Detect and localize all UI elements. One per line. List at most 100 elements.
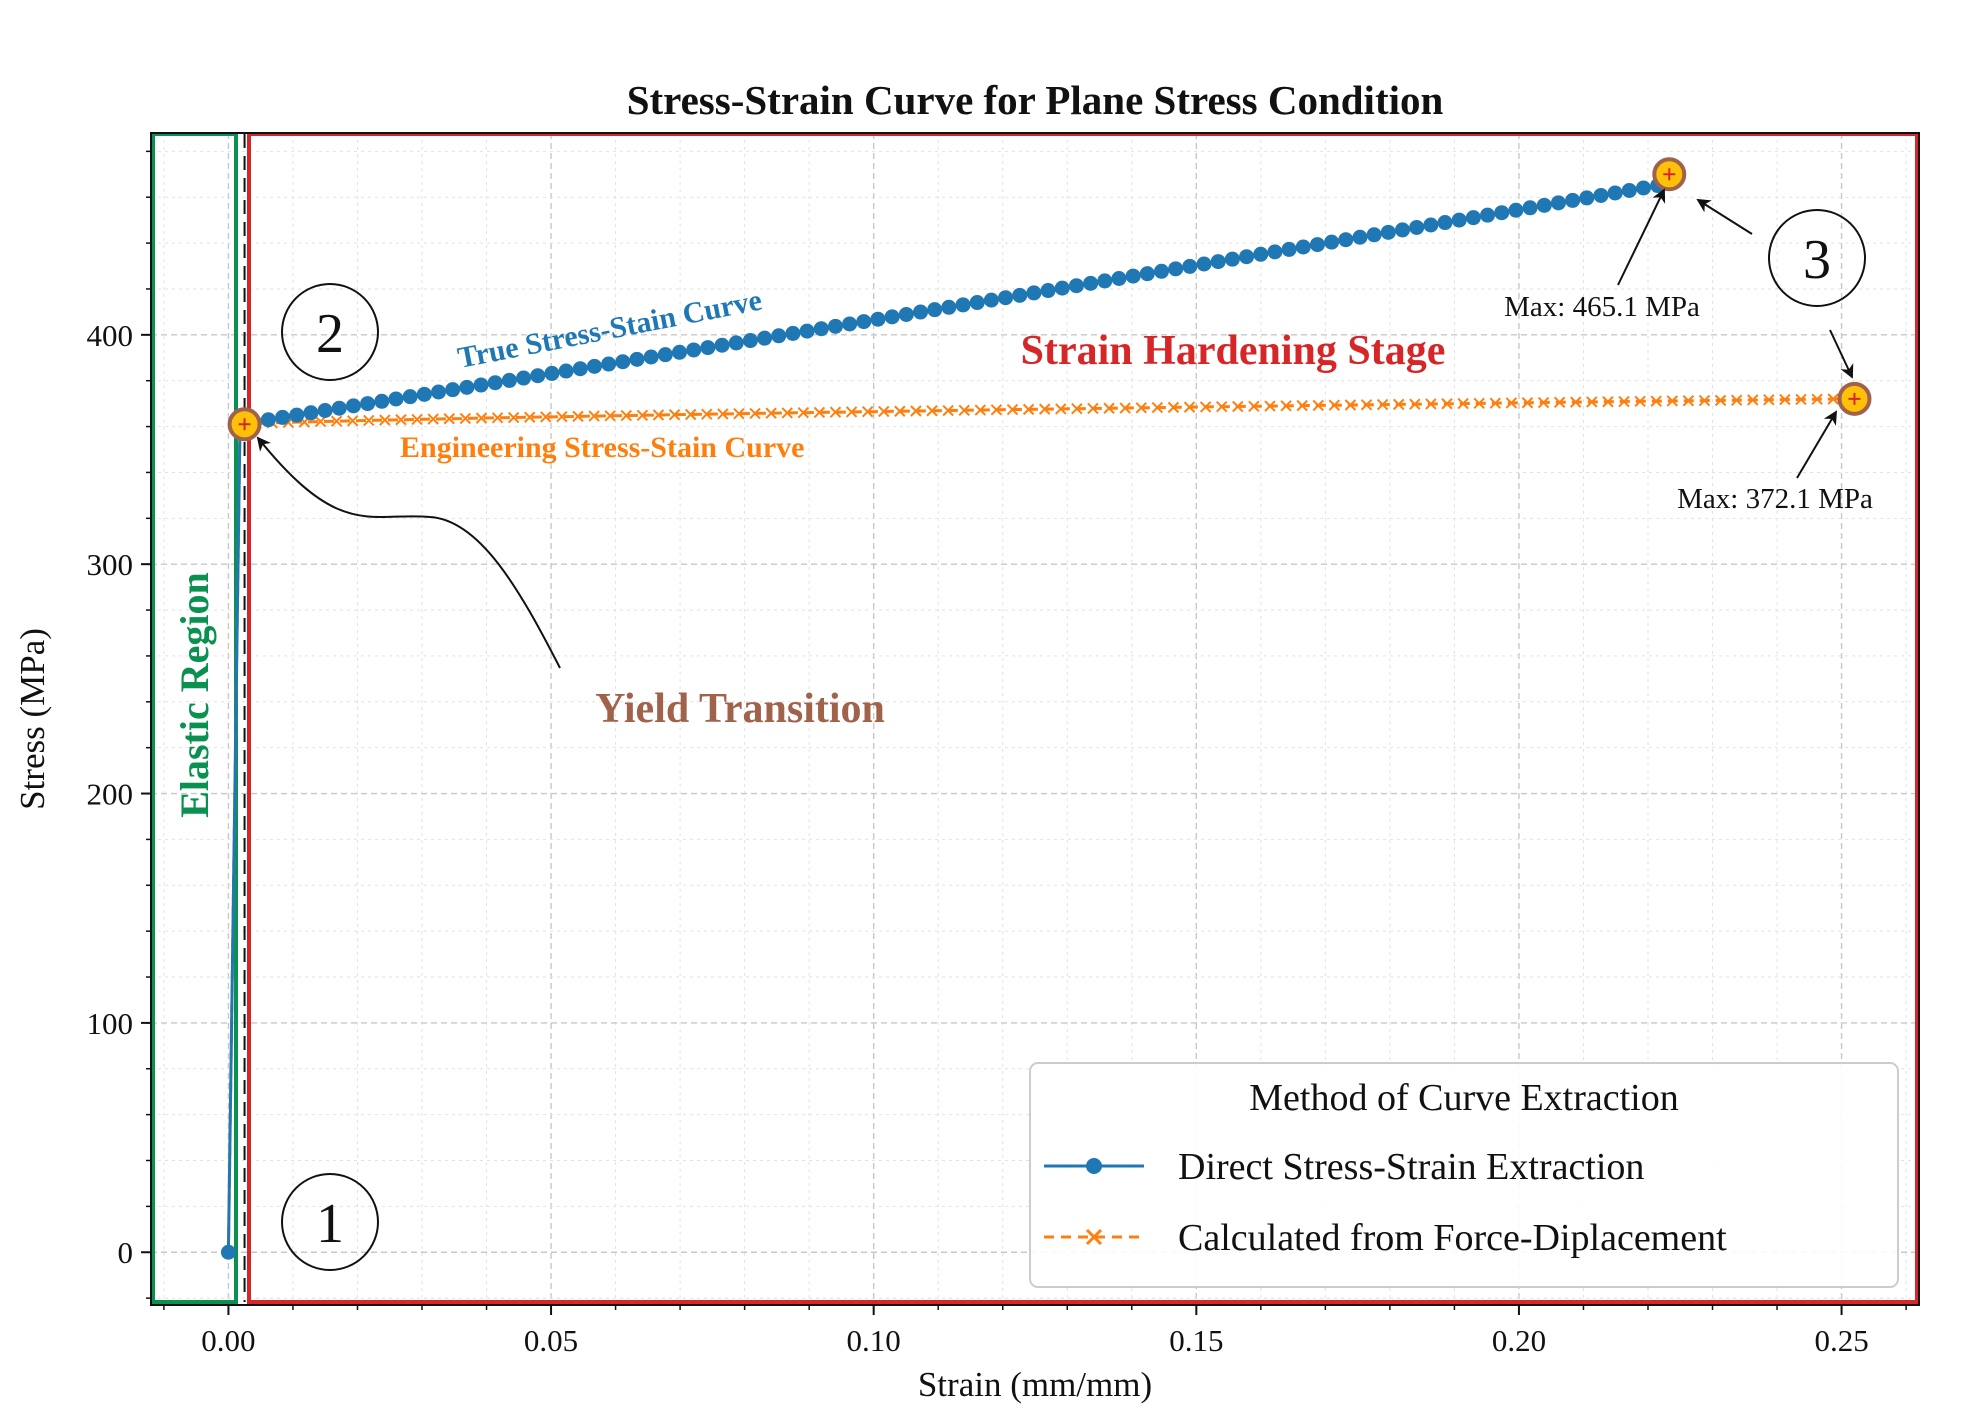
data-point — [1038, 403, 1051, 415]
data-point — [1380, 224, 1396, 240]
data-point — [491, 412, 504, 424]
key-point-cross — [1848, 392, 1861, 405]
data-point — [1714, 394, 1727, 407]
data-point — [1393, 398, 1405, 411]
data-point — [1827, 393, 1839, 405]
data-point — [733, 407, 745, 420]
data-point — [1425, 398, 1437, 410]
series-true — [220, 178, 1666, 1260]
data-point — [870, 311, 886, 327]
data-point — [797, 406, 809, 419]
data-point — [942, 404, 954, 417]
data-point — [459, 412, 472, 425]
data-point — [1779, 393, 1791, 406]
data-point — [1811, 393, 1823, 405]
data-point — [1125, 268, 1141, 284]
data-point — [742, 333, 758, 349]
x-tick-label: 0.20 — [1492, 1323, 1546, 1358]
data-point — [913, 304, 929, 320]
data-point — [771, 328, 787, 344]
data-point — [1026, 285, 1042, 301]
data-point — [749, 407, 761, 420]
data-point — [974, 404, 987, 416]
data-point — [1328, 399, 1341, 411]
x-tick-label: 0.10 — [847, 1323, 901, 1358]
y-axis-ticks: 0 100 200 300 400 — [87, 150, 151, 1299]
data-point — [799, 323, 815, 339]
data-point — [427, 413, 439, 425]
data-point — [1135, 402, 1147, 414]
y-tick-label: 100 — [87, 1006, 134, 1041]
data-point — [765, 407, 777, 419]
data-point — [1119, 402, 1131, 414]
data-point — [1215, 401, 1228, 413]
data-point — [1280, 400, 1292, 412]
key-points — [227, 157, 1872, 442]
data-point — [1182, 258, 1198, 274]
data-point — [969, 295, 985, 311]
data-point — [303, 405, 319, 421]
data-point — [1376, 398, 1389, 411]
data-point — [1083, 275, 1099, 291]
data-point — [516, 370, 532, 386]
data-point — [983, 292, 999, 308]
data-point — [395, 414, 407, 426]
data-point — [1071, 402, 1083, 415]
data-point — [636, 409, 649, 421]
data-point — [657, 347, 673, 363]
data-point — [1054, 280, 1070, 296]
data-point — [1352, 229, 1368, 245]
data-point — [1199, 401, 1212, 413]
data-point — [1267, 244, 1283, 260]
circle-number-2: 2 — [281, 283, 379, 381]
data-point — [1183, 401, 1196, 413]
data-point — [530, 368, 546, 384]
data-point — [1055, 403, 1067, 415]
data-point — [827, 318, 843, 334]
data-point — [379, 414, 391, 426]
yield-arrow — [256, 436, 561, 669]
x-axis-ticks: 0.00 0.05 0.10 0.15 0.20 0.25 — [163, 1305, 1907, 1358]
data-point — [1324, 234, 1340, 250]
svg-text:Direct Stress-Strain Extractio: Direct Stress-Strain Extraction — [1178, 1146, 1644, 1188]
max-eng-label: Max: 372.1 MPa — [1677, 483, 1873, 515]
data-point — [1553, 396, 1566, 409]
elastic-region-label: Elastic Region — [172, 572, 217, 818]
data-point — [1087, 402, 1099, 415]
data-point — [1068, 278, 1084, 294]
data-point — [507, 411, 520, 424]
data-point — [1022, 403, 1035, 416]
data-point — [1465, 210, 1481, 226]
x-tick-label: 0.05 — [524, 1323, 578, 1358]
circle3-arrow-true — [1696, 198, 1753, 235]
data-point — [1698, 394, 1711, 407]
data-point — [785, 325, 801, 341]
data-point — [856, 314, 872, 330]
data-point — [260, 412, 276, 428]
data-point — [894, 405, 906, 417]
data-point — [842, 316, 858, 332]
data-point — [1248, 400, 1260, 412]
data-point — [601, 356, 617, 372]
data-point — [1295, 239, 1311, 255]
data-point — [1111, 271, 1127, 287]
data-point — [1012, 287, 1028, 303]
y-tick-label: 0 — [118, 1235, 134, 1270]
data-point — [586, 358, 602, 374]
data-point — [1103, 402, 1115, 414]
series-line — [226, 397, 1850, 1253]
data-point — [1309, 237, 1325, 253]
x-tick-label: 0.15 — [1169, 1323, 1223, 1358]
chart-title: Stress-Strain Curve for Plane Stress Con… — [627, 77, 1444, 123]
data-point — [1473, 397, 1485, 410]
legend-entry-direct: Direct Stress-Strain Extraction — [1044, 1146, 1644, 1188]
data-point — [1480, 207, 1496, 223]
data-point — [402, 389, 418, 405]
data-point — [1281, 241, 1297, 257]
data-point — [717, 408, 729, 420]
data-point — [540, 411, 552, 423]
data-point — [1264, 400, 1276, 412]
svg-text:2: 2 — [316, 303, 344, 365]
data-point — [487, 375, 503, 391]
data-point — [714, 337, 730, 353]
